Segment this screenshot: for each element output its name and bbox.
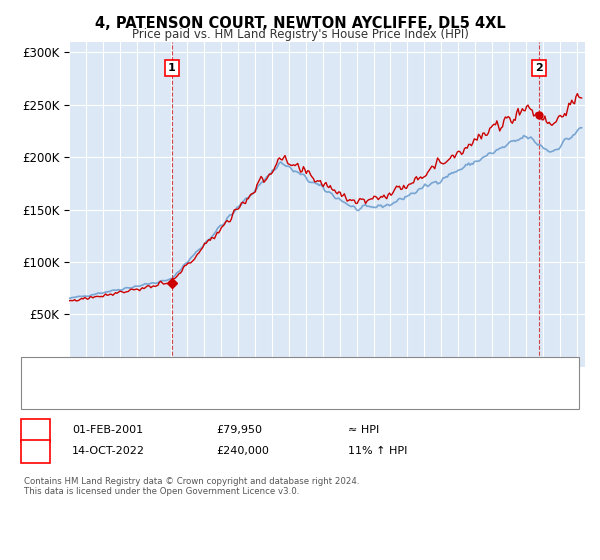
Text: £79,950: £79,950 — [216, 425, 262, 435]
Text: £240,000: £240,000 — [216, 446, 269, 456]
Text: 14-OCT-2022: 14-OCT-2022 — [72, 446, 145, 456]
Text: Contains HM Land Registry data © Crown copyright and database right 2024.: Contains HM Land Registry data © Crown c… — [24, 477, 359, 486]
Text: HPI: Average price, detached house, County Durham: HPI: Average price, detached house, Coun… — [93, 384, 368, 394]
Text: ≈ HPI: ≈ HPI — [348, 425, 379, 435]
Text: 2: 2 — [31, 444, 40, 458]
Text: 1: 1 — [31, 423, 40, 437]
Text: 11% ↑ HPI: 11% ↑ HPI — [348, 446, 407, 456]
Text: Price paid vs. HM Land Registry's House Price Index (HPI): Price paid vs. HM Land Registry's House … — [131, 28, 469, 41]
Text: 2: 2 — [535, 63, 543, 73]
Text: 01-FEB-2001: 01-FEB-2001 — [72, 425, 143, 435]
Text: 1: 1 — [168, 63, 176, 73]
Text: This data is licensed under the Open Government Licence v3.0.: This data is licensed under the Open Gov… — [24, 487, 299, 496]
Text: 4, PATENSON COURT, NEWTON AYCLIFFE, DL5 4XL (detached house): 4, PATENSON COURT, NEWTON AYCLIFFE, DL5 … — [93, 363, 448, 374]
Text: 4, PATENSON COURT, NEWTON AYCLIFFE, DL5 4XL: 4, PATENSON COURT, NEWTON AYCLIFFE, DL5 … — [95, 16, 505, 31]
